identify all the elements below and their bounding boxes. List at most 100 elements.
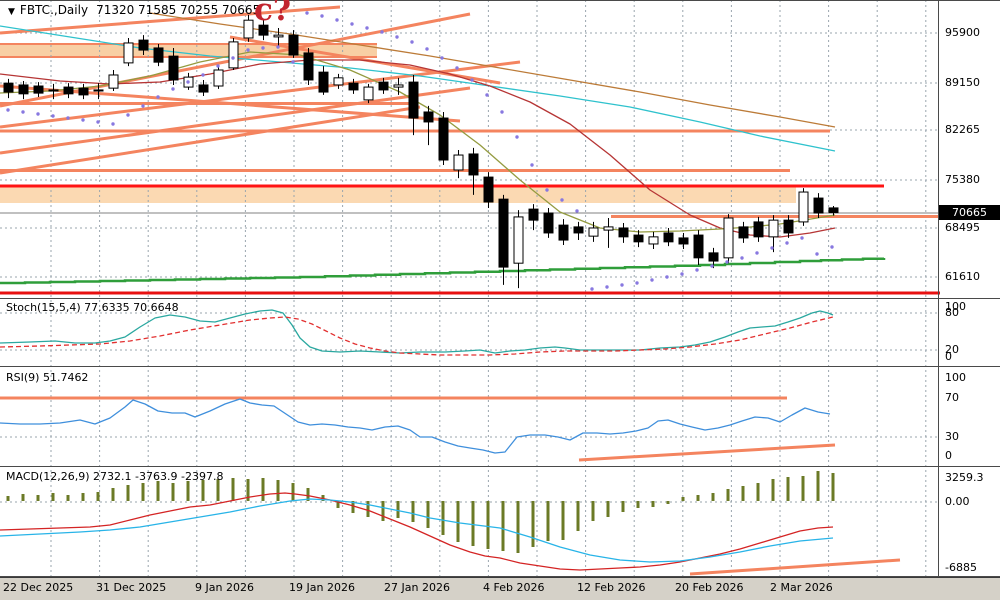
green-ma-step-line	[0, 257, 886, 285]
sar-dot	[6, 108, 10, 112]
sar-dot	[695, 268, 699, 272]
macd-signal-line	[0, 498, 834, 563]
candle-body	[528, 208, 539, 221]
candle-body	[438, 117, 449, 161]
sar-dot	[650, 278, 654, 282]
sar-dot	[830, 245, 834, 249]
macd-main-line	[0, 492, 834, 571]
candle-body	[48, 89, 59, 92]
symbol-period-label: FBTC.,Daily	[19, 3, 89, 17]
candle-body	[678, 237, 689, 245]
sar-dot	[620, 283, 624, 287]
candle-body	[693, 234, 704, 259]
candle-body	[228, 41, 239, 69]
sar-dot	[710, 264, 714, 268]
trendline	[0, 105, 421, 175]
chart-title: ▼ FBTC.,Daily 71320 71585 70255 70665	[8, 3, 260, 17]
candle-body	[3, 82, 14, 93]
sar-dot	[785, 241, 789, 245]
candle-body	[828, 207, 839, 214]
candle-body	[153, 47, 164, 63]
candle-body	[168, 55, 179, 81]
time-axis[interactable]	[0, 577, 1000, 600]
sar-dot	[665, 275, 669, 279]
sar-dot	[96, 120, 100, 124]
candle-body	[108, 74, 119, 89]
candle-body	[318, 71, 329, 93]
macd-trendline	[689, 558, 901, 576]
candle-body	[333, 77, 344, 86]
supply-demand-zone	[0, 187, 796, 203]
sar-dot	[395, 35, 399, 39]
candle-body	[588, 227, 599, 237]
ohlc-toggle-icon[interactable]: ▼	[8, 7, 15, 17]
ohlc-values: 71320 71585 70255 70665	[96, 3, 261, 17]
candle-body	[768, 219, 779, 238]
candle-body	[483, 176, 494, 203]
sar-dot	[755, 251, 759, 255]
sar-dot	[141, 104, 145, 108]
sar-dot	[455, 66, 459, 70]
sar-dot	[530, 163, 534, 167]
candle-body	[813, 197, 824, 214]
stoch-indicator-label: Stoch(15,5,4) 77.6335 70.6648	[6, 301, 179, 314]
trendline	[0, 84, 461, 123]
sar-dot	[680, 272, 684, 276]
candle-body	[723, 217, 734, 259]
candle-body	[303, 52, 314, 81]
candle-body	[603, 226, 614, 231]
sar-dot	[305, 11, 309, 15]
sar-dot	[51, 114, 55, 118]
candle-body	[558, 224, 569, 241]
sar-dot	[171, 87, 175, 91]
candle-body	[243, 19, 254, 39]
candle-body	[513, 216, 524, 264]
sar-dot	[635, 281, 639, 285]
candle-body	[498, 198, 509, 268]
candle-body	[198, 84, 209, 93]
trendline	[0, 5, 341, 35]
current-price-tag: 70665	[939, 205, 1000, 220]
sar-dot	[515, 135, 519, 139]
sar-dot	[380, 30, 384, 34]
candle-body	[33, 85, 44, 94]
candle-body	[573, 226, 584, 234]
sar-dot	[320, 14, 324, 18]
sar-dot	[126, 113, 130, 117]
sar-dot	[440, 56, 444, 60]
rsi-trendline	[578, 443, 836, 462]
candle-body	[423, 111, 434, 123]
wave-annotation-text: c?	[254, 0, 292, 28]
candle-body	[273, 34, 284, 38]
candle-body	[798, 191, 809, 223]
sar-dot	[186, 80, 190, 84]
rsi-line	[0, 398, 831, 454]
candle-body	[258, 24, 269, 36]
sar-dot	[156, 95, 160, 99]
candle-body	[708, 252, 719, 262]
sar-dot	[81, 118, 85, 122]
supply-demand-zone	[0, 44, 377, 57]
candle-body	[408, 81, 419, 119]
candle-body	[633, 234, 644, 243]
sar-dot	[231, 56, 235, 60]
candle-body	[618, 227, 629, 238]
candle-body	[18, 84, 29, 95]
sar-dot	[291, 60, 295, 64]
sar-dot	[246, 48, 250, 52]
candle-body	[138, 39, 149, 51]
sar-dot	[560, 198, 564, 202]
sar-dot	[545, 188, 549, 192]
macd-indicator-label: MACD(12,26,9) 2732.1 -3763.9 -2397.8	[6, 470, 224, 483]
ma-olive	[0, 51, 836, 233]
trendline	[0, 86, 471, 155]
candle-body	[348, 82, 359, 91]
sar-dot	[21, 110, 25, 114]
candle-body	[468, 153, 479, 176]
candle-body	[663, 232, 674, 243]
candle-body	[753, 221, 764, 238]
sar-dot	[111, 122, 115, 126]
sar-dot	[800, 236, 804, 240]
